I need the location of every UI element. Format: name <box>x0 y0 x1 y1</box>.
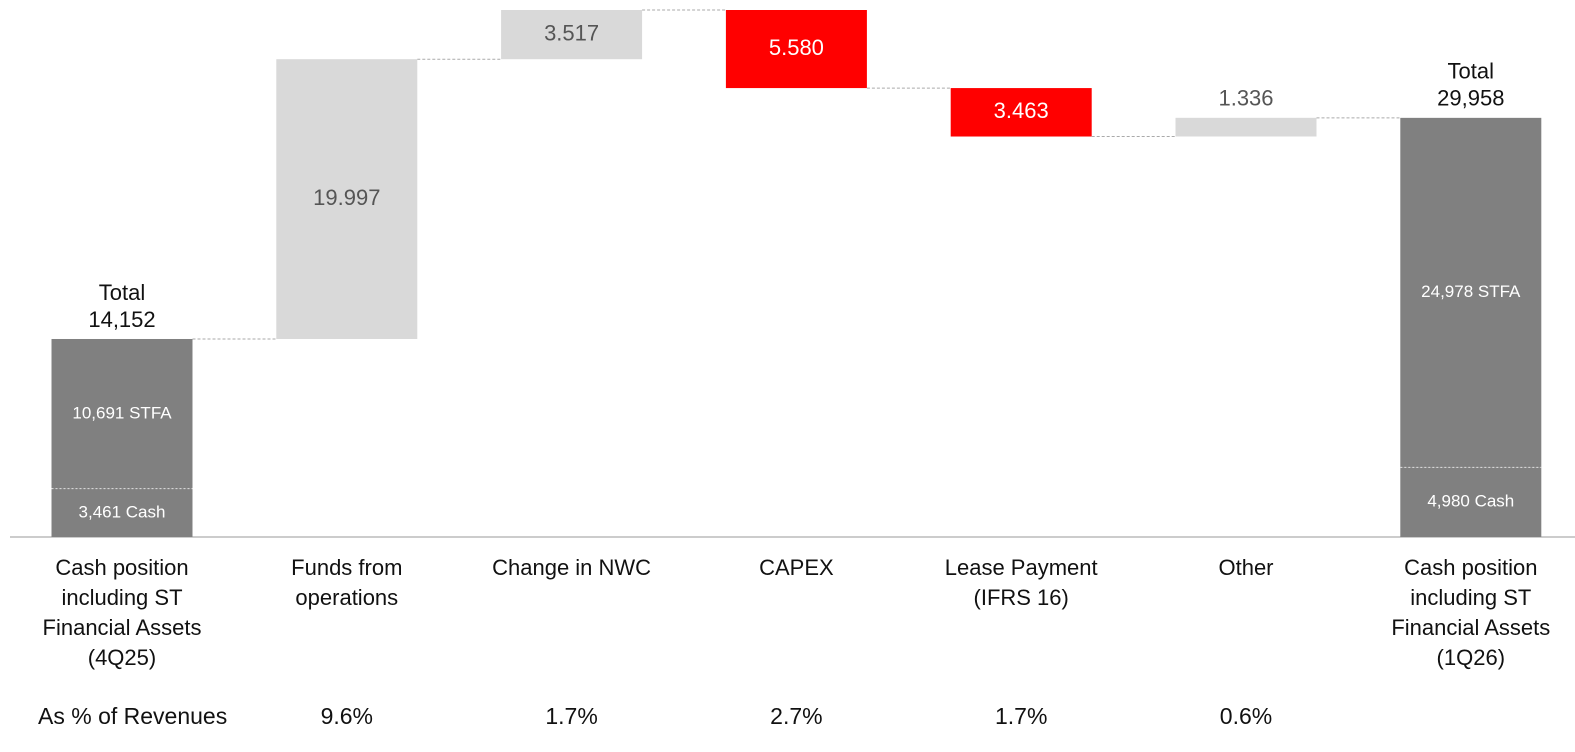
revenue-share: 1.7% <box>545 703 598 729</box>
step-label: 3.517 <box>544 20 599 45</box>
total-segment <box>51 338 193 489</box>
segment-label: 3,461 Cash <box>79 502 166 521</box>
step-bar <box>1175 117 1317 137</box>
segment-label: 24,978 STFA <box>1421 282 1521 301</box>
step-bar <box>501 10 643 60</box>
revenue-share: 2.7% <box>770 703 823 729</box>
category-label: CAPEX <box>759 555 834 580</box>
segment-label: 10,691 STFA <box>72 403 172 422</box>
category-label: Change in NWC <box>492 555 652 580</box>
step-bar <box>950 88 1092 137</box>
total-segment <box>51 488 193 537</box>
category-label: Cash position including ST Financial Ass… <box>42 555 202 670</box>
total-value: 29,958 <box>1437 86 1504 111</box>
revenue-share: 0.6% <box>1219 703 1273 729</box>
step-label: 3.463 <box>994 98 1049 123</box>
category-label: Funds from operations <box>291 555 403 610</box>
total-segment <box>1400 117 1542 468</box>
total-segment <box>1400 467 1542 537</box>
step-label: 5.580 <box>769 35 824 60</box>
step-label: 19.997 <box>313 185 380 210</box>
step-bar <box>725 10 867 89</box>
total-caption: Total <box>1448 59 1494 84</box>
segment-label: 4,980 Cash <box>1427 492 1514 511</box>
revenue-share: 9.6% <box>320 703 374 729</box>
step-label: 1.336 <box>1218 86 1273 111</box>
category-label: Lease Payment (IFRS 16) <box>944 555 1098 610</box>
category-label: Other <box>1218 555 1274 580</box>
total-caption: Total <box>99 280 145 305</box>
total-value: 14,152 <box>88 307 155 332</box>
revenue-row-label: As % of Revenues <box>38 703 228 729</box>
revenue-share: 1.7% <box>994 703 1048 729</box>
category-label: Cash position including ST Financial Ass… <box>1391 555 1551 670</box>
step-bar <box>276 59 418 339</box>
